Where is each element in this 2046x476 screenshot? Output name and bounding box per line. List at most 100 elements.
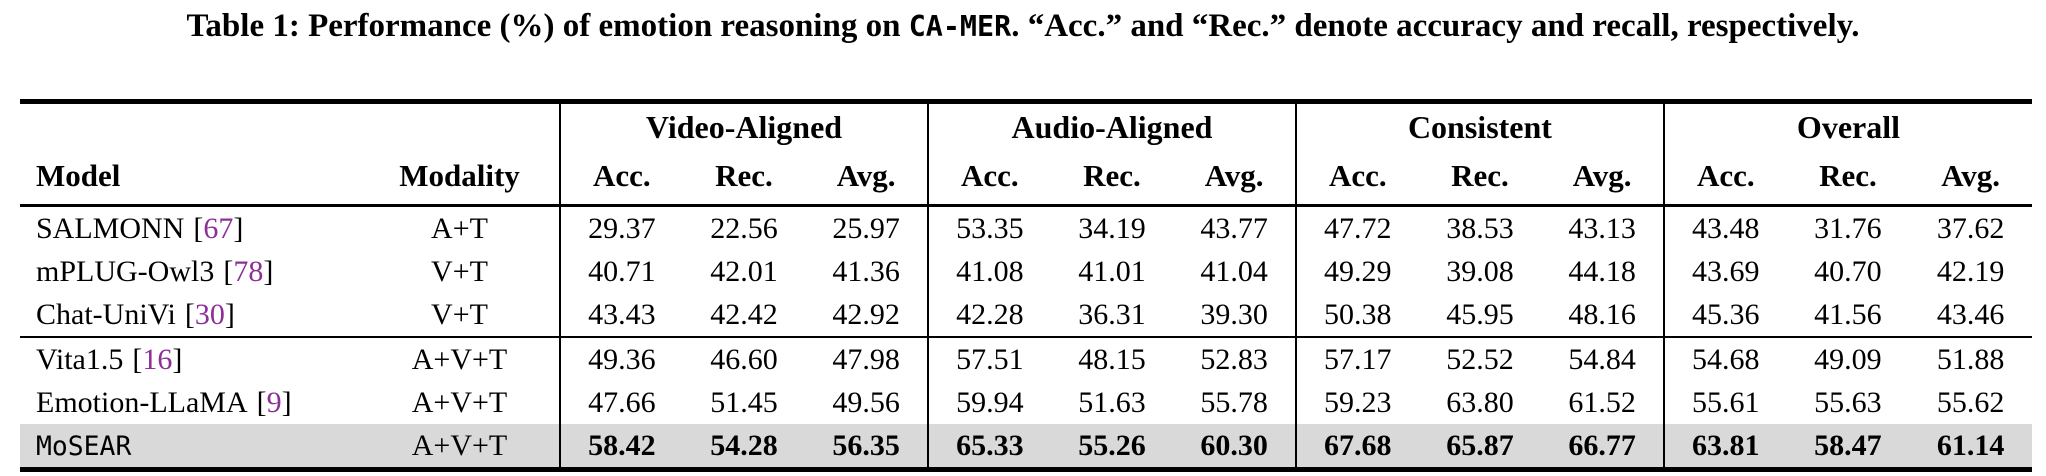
citation-bracket-close: ]	[233, 211, 244, 245]
cell-video-aligned-acc: 49.36	[559, 336, 683, 381]
cell-overall-rec: 55.63	[1814, 385, 1882, 419]
modality-cell: A+T	[431, 211, 488, 245]
sub-header-overall-avg: Avg.	[1909, 150, 2032, 207]
cell-consistent-rec: 39.08	[1446, 254, 1514, 288]
citation-link[interactable]: 78	[233, 254, 264, 288]
cell-video-aligned-avg: 42.92	[832, 297, 900, 331]
cell-video-aligned-avg: 49.56	[832, 385, 900, 419]
cell-audio-aligned-acc: 41.08	[926, 250, 1051, 293]
cell-overall-acc: 43.48	[1662, 205, 1787, 250]
model-cell-vita1-5: Vita1.5 [16]	[20, 336, 360, 381]
cell-video-aligned-avg: 56.35	[805, 424, 928, 470]
cell-audio-aligned-avg: 43.77	[1200, 211, 1268, 245]
cell-video-aligned-rec: 22.56	[710, 211, 778, 245]
cell-overall-avg: 43.46	[1936, 297, 2005, 331]
cell-video-aligned-rec: 42.42	[710, 297, 778, 331]
citation-link[interactable]: 67	[203, 211, 234, 245]
cell-video-aligned-acc: 43.43	[559, 293, 683, 337]
model-cell-mplug-owl3: mPLUG-Owl3 [78]	[20, 250, 360, 293]
cell-overall-acc: 45.36	[1662, 293, 1787, 337]
cell-overall-rec: 49.09	[1786, 336, 1910, 381]
cell-consistent-rec: 38.53	[1446, 211, 1514, 245]
cell-overall-avg: 61.14	[1909, 424, 2032, 470]
cell-consistent-acc: 67.68	[1294, 424, 1419, 470]
header-group-row: Model Modality Video-Aligned Audio-Aligned C…	[20, 101, 2032, 207]
cell-consistent-avg: 44.18	[1568, 254, 1636, 288]
cell-audio-aligned-acc: 57.51	[926, 336, 1051, 381]
cell-video-aligned-rec: 54.28	[682, 424, 806, 470]
citation-link[interactable]: 16	[142, 342, 173, 376]
cell-consistent-acc: 59.23	[1294, 381, 1419, 424]
citation-link[interactable]: 30	[194, 297, 225, 331]
sub-header-video-aligned-avg: Avg.	[805, 150, 928, 207]
cell-audio-aligned-avg: 60.30	[1173, 424, 1296, 470]
cell-overall-rec: 58.47	[1786, 424, 1910, 470]
cell-audio-aligned-rec: 41.01	[1078, 254, 1146, 288]
citation-bracket-open: [	[184, 297, 195, 331]
sub-header-consistent-avg: Avg.	[1541, 150, 1664, 207]
modality-cell: V+T	[431, 297, 488, 331]
cell-audio-aligned-avg: 52.83	[1173, 336, 1296, 381]
row-salmonn: SALMONN [67] A+T 29.37 22.56 25.97 53.35 34.19 4…	[20, 205, 2032, 251]
cell-video-aligned-rec: 42.01	[710, 254, 778, 288]
model-cell-mosear: MoSEAR	[20, 424, 360, 470]
row-emotion-llama: Emotion-LLaMA [9] A+V+T 47.66 51.45 49.56 59.9…	[20, 381, 2032, 424]
cell-audio-aligned-rec: 34.19	[1078, 211, 1146, 245]
citation-link[interactable]: 9	[266, 385, 282, 419]
cell-audio-aligned-acc: 65.33	[926, 424, 1051, 470]
model-name: mPLUG-Owl3	[36, 254, 215, 288]
cell-video-aligned-avg: 47.98	[805, 336, 928, 381]
modality-cell: A+V+T	[411, 385, 508, 419]
modality-cell: V+T	[431, 254, 488, 288]
col-header-modality: Modality	[360, 101, 560, 207]
row-mosear: MoSEAR A+V+T 58.42 54.28 56.35 65.33 55.26 60.3…	[20, 424, 2032, 470]
cell-video-aligned-acc: 47.66	[559, 381, 683, 424]
sub-header-audio-aligned-acc: Acc.	[926, 150, 1051, 207]
row-chat-univi: Chat-UniVi [30] V+T 43.43 42.42 42.92 42.28 36.…	[20, 293, 2032, 337]
cell-consistent-avg: 48.16	[1568, 297, 1636, 331]
citation-bracket-close: ]	[281, 385, 292, 419]
header-sub-row: Acc. Rec. Avg. Acc. Rec. Avg. Acc. Rec. Avg. Acc.…	[20, 150, 2032, 207]
modality-cell: A+V+T	[360, 336, 560, 381]
results-table: Model Modality Video-Aligned Audio-Aligned C…	[20, 99, 2032, 472]
caption-suffix: . “Acc.” and “Rec.” denote accuracy and …	[1011, 8, 1860, 44]
row-mplug-owl3: mPLUG-Owl3 [78] V+T 40.71 42.01 41.36 41.08 41.…	[20, 250, 2032, 293]
cell-overall-avg: 51.88	[1909, 336, 2032, 381]
caption-prefix: Table 1: Performance (%) of emotion reas…	[186, 8, 909, 44]
citation-bracket-close: ]	[263, 254, 274, 288]
cell-audio-aligned-acc: 59.94	[926, 381, 1051, 424]
modality-cell: A+V+T	[360, 424, 560, 470]
cell-consistent-avg: 61.52	[1568, 385, 1636, 419]
sub-header-overall-acc: Acc.	[1662, 150, 1787, 207]
sub-header-video-aligned-rec: Rec.	[682, 150, 806, 207]
cell-video-aligned-avg: 41.36	[832, 254, 900, 288]
cell-audio-aligned-avg: 55.78	[1200, 385, 1268, 419]
cell-audio-aligned-rec: 55.26	[1050, 424, 1174, 470]
sub-header-audio-aligned-rec: Rec.	[1050, 150, 1174, 207]
model-cell-salmonn: SALMONN [67]	[20, 206, 360, 251]
cell-audio-aligned-rec: 51.63	[1078, 385, 1146, 419]
table-caption: Table 1: Performance (%) of emotion reas…	[0, 4, 2046, 49]
cell-audio-aligned-acc: 53.35	[926, 205, 1051, 250]
cell-video-aligned-acc: 58.42	[559, 424, 683, 470]
model-name: Vita1.5	[36, 342, 124, 376]
citation-bracket-open: [	[193, 211, 204, 245]
sub-header-consistent-acc: Acc.	[1294, 150, 1419, 207]
cell-audio-aligned-acc: 42.28	[926, 293, 1051, 337]
sub-header-overall-rec: Rec.	[1786, 150, 1910, 207]
model-name: Emotion-LLaMA	[36, 385, 248, 419]
cell-overall-rec: 31.76	[1814, 211, 1882, 245]
cell-audio-aligned-rec: 36.31	[1078, 297, 1146, 331]
row-vita1-5: Vita1.5 [16] A+V+T 49.36 46.60 47.98 57.51 48.1…	[20, 336, 2032, 381]
cell-overall-acc: 54.68	[1662, 336, 1787, 381]
cell-consistent-acc: 49.29	[1294, 250, 1419, 293]
cell-consistent-rec: 63.80	[1446, 385, 1514, 419]
cell-overall-avg: 55.62	[1936, 385, 2005, 419]
sub-header-consistent-rec: Rec.	[1418, 150, 1542, 207]
cell-overall-acc: 55.61	[1662, 381, 1787, 424]
cell-audio-aligned-rec: 48.15	[1050, 336, 1174, 381]
cell-overall-acc: 43.69	[1662, 250, 1787, 293]
citation-bracket-open: [	[223, 254, 234, 288]
model-cell-emotion-llama: Emotion-LLaMA [9]	[20, 381, 360, 424]
citation-bracket-close: ]	[224, 297, 235, 331]
